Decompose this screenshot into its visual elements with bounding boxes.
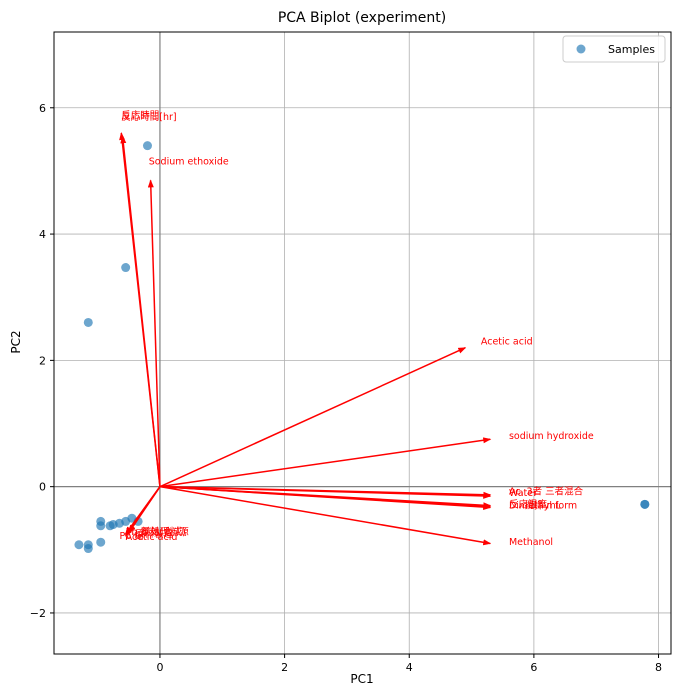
sample-point (96, 537, 106, 547)
loading-arrow (159, 485, 492, 511)
loading-arrow (159, 347, 467, 488)
loading-label: Pb 原料(合成) (126, 526, 186, 538)
y-tick-label: 6 (39, 102, 46, 115)
loading-label: 前処理料源 (141, 526, 189, 538)
loading-label: 反応温度 (509, 498, 548, 510)
loading-arrow (147, 179, 161, 487)
x-axis-label: PC1 (350, 672, 373, 686)
loading-label: Acetic acid (126, 532, 178, 543)
sample-point (96, 521, 106, 531)
x-tick-label: 6 (530, 661, 537, 674)
loading-label: 原料製造 (135, 528, 174, 540)
sample-point (74, 540, 84, 550)
loading-label: 反応時間 (121, 109, 159, 121)
loading-label: sodium hydroxide (509, 431, 594, 442)
loading-arrow (159, 437, 492, 488)
legend-label: Samples (608, 43, 655, 56)
x-tick-label: 4 (406, 661, 413, 674)
loading-arrow (159, 485, 492, 499)
loading-label: Water (509, 488, 537, 499)
loading-label: 攪拌 mL (525, 500, 562, 512)
y-tick-label: 4 (39, 228, 46, 241)
loading-label: Dimethyl form (509, 501, 577, 512)
y-tick-label: 0 (39, 481, 46, 494)
x-tick-label: 2 (281, 661, 288, 674)
sample-point (83, 317, 93, 327)
sample-point (83, 544, 93, 554)
y-tick-label: −2 (30, 607, 46, 620)
loading-label: Methanol (509, 537, 553, 548)
chart-title: PCA Biplot (experiment) (278, 10, 446, 26)
legend-marker (576, 44, 586, 54)
loading-arrow (159, 485, 492, 546)
x-tick-label: 8 (655, 661, 662, 674)
loading-label: 反応時間[hr] (121, 111, 176, 123)
loading-label: Ac. 3者 三者混合 (509, 486, 584, 498)
sample-point (121, 263, 131, 273)
x-tick-label: 0 (156, 661, 163, 674)
plot-frame (53, 31, 672, 655)
y-axis-label: PC2 (9, 330, 23, 353)
legend-box (562, 35, 666, 63)
y-tick-label: 2 (39, 354, 46, 367)
sample-point (640, 499, 650, 509)
loading-label: Sodium ethoxide (149, 156, 229, 167)
sample-point (142, 141, 152, 151)
loading-label: Acetic acid (481, 336, 533, 347)
loading-arrow (125, 486, 161, 537)
loading-arrow (119, 132, 161, 487)
